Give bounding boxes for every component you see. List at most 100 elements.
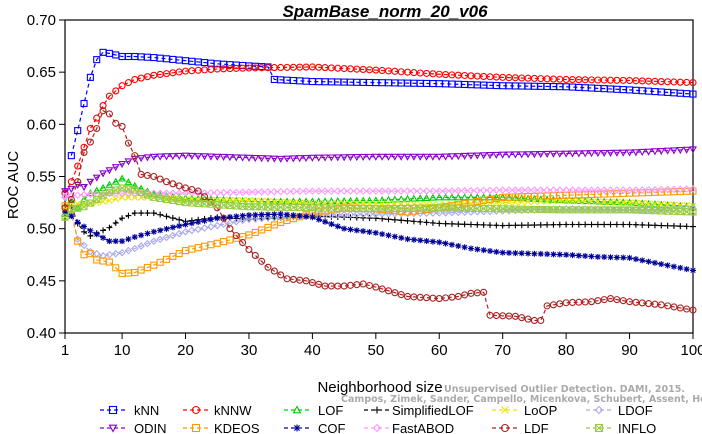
point-fastabod [676, 185, 685, 194]
point-fastabod [651, 185, 659, 194]
point-lof [403, 194, 412, 202]
point-cof [417, 237, 424, 244]
point-cof [525, 250, 532, 257]
point-cof [334, 223, 341, 230]
point-lof [111, 177, 120, 185]
point-fastabod [73, 191, 82, 200]
point-simplifiedlof [601, 221, 608, 228]
point-knnw [99, 102, 107, 110]
point-cof [239, 212, 246, 219]
point-lof [137, 184, 146, 192]
point-odin [61, 188, 69, 196]
legend-marker [191, 405, 201, 415]
point-odin [530, 151, 539, 159]
point-kdeos [74, 237, 82, 245]
point-lof [92, 186, 101, 194]
point-inflo [80, 203, 88, 211]
point-cof [658, 261, 665, 268]
legend-marker [500, 423, 510, 433]
point-odin [219, 153, 228, 162]
x-tick-label: 40 [304, 342, 321, 359]
point-simplifiedlof [100, 227, 107, 234]
x-tick-label: 50 [367, 342, 384, 359]
point-cof [518, 250, 525, 257]
y-tick-label: 0.70 [27, 12, 56, 29]
point-fastabod [276, 187, 285, 196]
point-cof [112, 238, 119, 245]
point-ldf [277, 271, 285, 279]
point-ldf [80, 148, 88, 157]
point-odin [206, 153, 215, 161]
point-loop [258, 197, 266, 205]
point-odin [505, 151, 513, 159]
point-simplifiedlof [125, 212, 132, 219]
point-simplifiedlof [506, 222, 513, 229]
point-cof [499, 249, 506, 256]
point-fastabod [156, 189, 164, 197]
point-ldf [181, 184, 190, 192]
legend-label: LoOP [524, 403, 557, 418]
point-fastabod [556, 186, 564, 194]
point-loop [613, 198, 621, 206]
point-ldf [118, 122, 126, 130]
point-cof [182, 221, 189, 228]
point-fastabod [118, 189, 126, 197]
point-fastabod [505, 186, 513, 194]
point-ldf [689, 306, 697, 314]
point-ldf [480, 288, 488, 296]
point-simplifiedlof [544, 221, 551, 228]
point-inflo [93, 195, 101, 204]
point-ldof [498, 207, 507, 215]
point-cof [556, 251, 563, 258]
point-ldf [308, 279, 316, 287]
point-cof [442, 240, 449, 247]
point-ldof [238, 216, 247, 225]
point-cof [271, 211, 278, 218]
point-fastabod [372, 187, 380, 195]
point-lof [105, 180, 114, 188]
point-simplifiedlof [594, 221, 601, 228]
legend-label: kNNW [214, 403, 252, 418]
point-ldf [391, 289, 399, 297]
point-simplifiedlof [169, 215, 176, 222]
point-cof [233, 213, 240, 220]
point-fastabod [410, 187, 418, 195]
point-fastabod [536, 186, 545, 194]
point-loop [607, 198, 614, 206]
point-fastabod [295, 187, 304, 196]
point-cof [93, 231, 100, 238]
point-cof [220, 214, 227, 221]
y-tick-label: 0.55 [27, 169, 56, 186]
point-odin [644, 148, 653, 156]
point-ldof [156, 235, 164, 244]
point-simplifiedlof [81, 228, 88, 235]
point-lof [124, 178, 133, 186]
point-cof [588, 253, 595, 260]
point-simplifiedlof [658, 222, 665, 229]
point-cof [575, 252, 582, 259]
watermark-line2: Campos, Zimek, Sander, Campello, Micenko… [341, 394, 702, 405]
point-lof [409, 194, 418, 202]
point-simplifiedlof [493, 222, 500, 229]
point-fastabod [61, 192, 69, 201]
legend-item-ldof: LDOF [586, 403, 653, 418]
point-odin [663, 147, 672, 155]
point-loop [664, 201, 672, 208]
point-loop [251, 197, 259, 205]
legend-marker [594, 405, 604, 415]
point-ldf [124, 139, 132, 147]
point-cof [125, 236, 132, 243]
point-knnw [105, 92, 113, 100]
point-simplifiedlof [131, 210, 138, 217]
point-cof [322, 218, 329, 225]
point-cof [639, 257, 646, 264]
point-fastabod [644, 185, 653, 194]
point-fastabod [92, 190, 101, 198]
point-lof [454, 193, 463, 201]
series-line-odin [64, 148, 694, 192]
point-cof [429, 238, 436, 245]
point-ldof [410, 209, 418, 218]
point-loop [245, 197, 253, 204]
legend-item-simplifiedlof: SimplifiedLOF [364, 403, 474, 418]
